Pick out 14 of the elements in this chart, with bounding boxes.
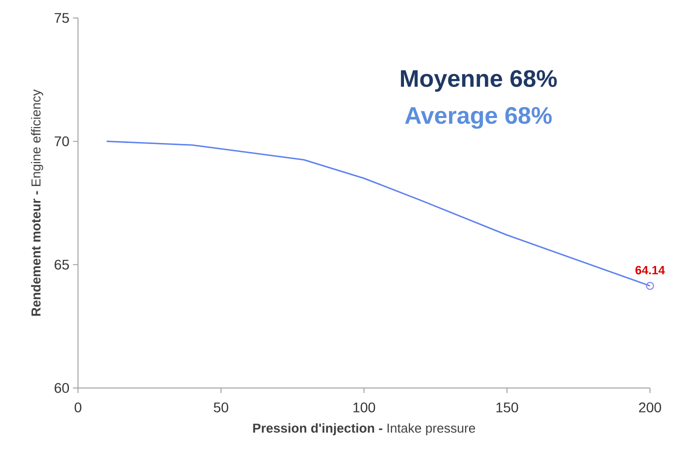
y-axis-title: Rendement moteur - Engine efficiency: [31, 89, 44, 316]
x-tick-label: 50: [214, 402, 228, 412]
y-tick-label: 65: [54, 260, 69, 270]
data-label: 64.14: [635, 266, 665, 274]
x-tick-label: 200: [639, 402, 662, 412]
y-tick-label: 70: [54, 136, 69, 146]
y-tick-label: 60: [54, 383, 69, 393]
x-axis-title: Pression d'injection - Intake pressure: [253, 423, 476, 436]
x-tick-label: 100: [353, 402, 376, 412]
x-tick-label: 0: [74, 402, 82, 412]
text: Average 68%: [405, 107, 552, 129]
text: Moyenne 68%: [400, 70, 557, 92]
x-tick-label: 150: [496, 402, 518, 412]
y-tick-label: 75: [54, 13, 69, 23]
